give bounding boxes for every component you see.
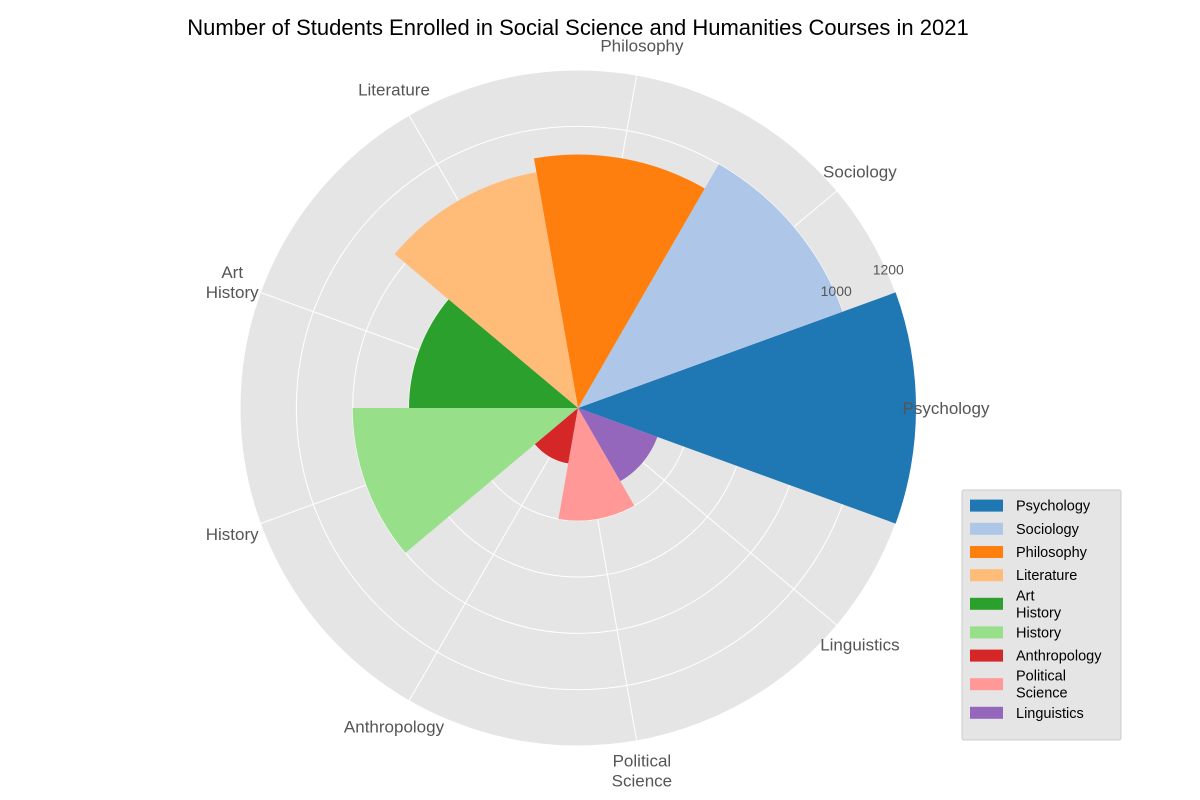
wedge-political-science (558, 408, 635, 521)
category-label: History (206, 525, 259, 544)
category-label-line: Anthropology (344, 718, 445, 737)
category-label-line: Psychology (903, 399, 990, 418)
category-label-line: History (206, 525, 259, 544)
category-labels: Psychology Sociology Philosophy Literature A… (206, 37, 990, 791)
radial-tick-label: 1000 (821, 283, 852, 299)
legend-swatch (970, 626, 1003, 639)
category-label: Philosophy (600, 37, 684, 56)
legend-swatch (970, 522, 1003, 535)
legend-label: Philosophy (1016, 545, 1088, 561)
legend-swatch (970, 678, 1003, 691)
legend-item: Psychology (970, 499, 1091, 515)
legend-label: History (1016, 625, 1062, 641)
legend-label: Political (1016, 669, 1066, 685)
legend-label: Literature (1016, 568, 1077, 584)
legend: Psychology Sociology Philosophy Literature A… (961, 489, 1122, 741)
wedge-linguistics (578, 408, 658, 482)
category-label-line: History (206, 283, 259, 302)
wedge-history (352, 408, 578, 553)
category-label-line: Science (612, 771, 672, 790)
legend-label: Science (1016, 686, 1068, 702)
chart-title: Number of Students Enrolled in Social Sc… (187, 15, 968, 40)
wedge-sociology (578, 164, 843, 408)
angular-grid-line (408, 407, 579, 701)
category-label-line: Sociology (823, 162, 897, 181)
category-label-line: Art (221, 263, 243, 282)
legend-label: Art (1016, 588, 1035, 604)
radial-tick-label: 1200 (873, 262, 904, 278)
legend-swatch (970, 649, 1003, 662)
legend-label: History (1016, 605, 1062, 621)
wedge-anthropology (534, 408, 578, 464)
legend-label: Psychology (1016, 499, 1091, 515)
legend-label: Sociology (1016, 522, 1080, 538)
bar-wedges (352, 154, 917, 553)
legend-item: History (970, 625, 1062, 641)
legend-label: Anthropology (1016, 649, 1102, 665)
legend-swatch (970, 597, 1003, 610)
legend-item: Anthropology (970, 649, 1102, 665)
category-label: Anthropology (344, 718, 445, 737)
wedge-art-history (409, 299, 578, 408)
wedge-psychology (578, 292, 917, 524)
legend-items: Psychology Sociology Philosophy Literature A… (970, 499, 1102, 722)
legend-item: Sociology (970, 522, 1080, 538)
category-label: Literature (358, 80, 430, 99)
wedge-literature (394, 172, 578, 408)
legend-item: Literature (970, 568, 1077, 584)
legend-item: Philosophy (970, 545, 1088, 561)
category-label: Sociology (823, 162, 897, 181)
category-label: Psychology (903, 399, 990, 418)
legend-swatch (970, 706, 1003, 719)
legend-swatch (970, 569, 1003, 582)
category-label-line: Political (613, 751, 672, 770)
wedge-philosophy (533, 154, 705, 408)
category-label-line: Literature (358, 80, 430, 99)
radial-tick-labels: 1000 1200 (821, 262, 904, 300)
legend-item: Linguistics (970, 706, 1084, 722)
legend-swatch (970, 546, 1003, 558)
legend-swatch (970, 499, 1003, 512)
category-label: Linguistics (820, 636, 899, 655)
category-label-line: Linguistics (820, 636, 899, 655)
category-label-line: Philosophy (600, 37, 684, 56)
legend-label: Linguistics (1016, 706, 1084, 722)
